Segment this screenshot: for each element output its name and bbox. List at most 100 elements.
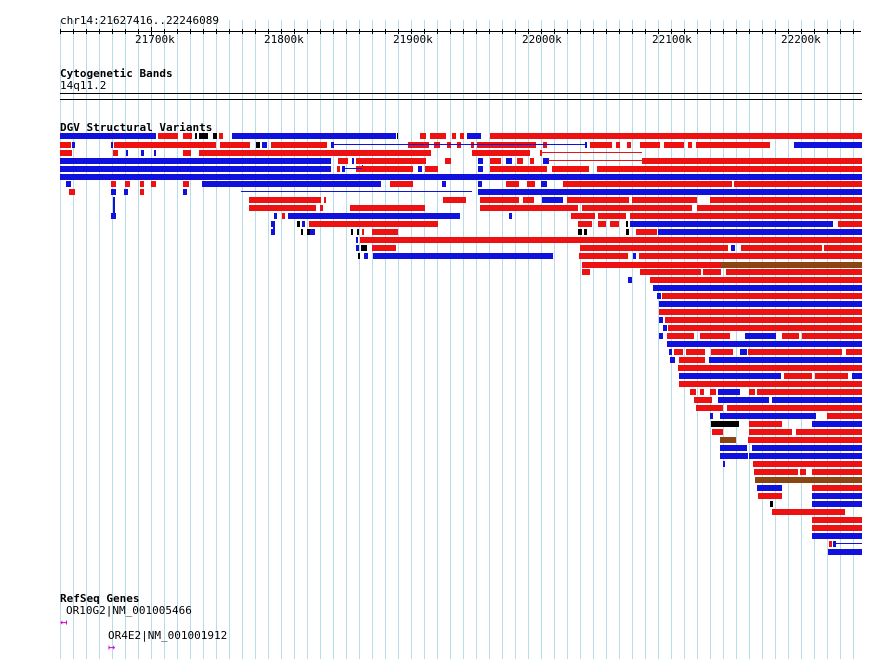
variant-marker[interactable]: [273, 221, 275, 235]
gene-label-or4e2[interactable]: OR4E2|NM_001001912: [108, 629, 228, 642]
structural-variant[interactable]: [674, 349, 683, 355]
structural-variant[interactable]: [232, 133, 396, 139]
structural-variant[interactable]: [543, 142, 547, 148]
structural-variant[interactable]: [527, 181, 535, 187]
structural-variant[interactable]: [408, 142, 429, 148]
structural-variant[interactable]: [60, 133, 156, 139]
structural-variant[interactable]: [452, 133, 456, 139]
structural-variant[interactable]: [852, 373, 862, 379]
structural-variant[interactable]: [748, 437, 862, 443]
structural-variant[interactable]: [262, 142, 267, 148]
structural-variant[interactable]: [812, 421, 862, 427]
structural-variant[interactable]: [662, 293, 862, 299]
structural-variant[interactable]: [563, 181, 732, 187]
structural-variant[interactable]: [158, 133, 178, 139]
structural-variant[interactable]: [360, 237, 862, 243]
structural-variant[interactable]: [679, 373, 781, 379]
structural-variant[interactable]: [718, 389, 740, 395]
structural-variant[interactable]: [720, 453, 748, 459]
structural-variant[interactable]: [358, 253, 360, 259]
structural-variant[interactable]: [628, 277, 632, 283]
structural-variant[interactable]: [824, 245, 862, 251]
structural-variant[interactable]: [627, 142, 631, 148]
structural-variant[interactable]: [686, 349, 705, 355]
structural-variant[interactable]: [256, 142, 260, 148]
gene-label-or10g2[interactable]: OR10G2|NM_001005466: [66, 604, 192, 617]
structural-variant[interactable]: [838, 221, 862, 227]
structural-variant[interactable]: [72, 142, 75, 148]
structural-variant[interactable]: [60, 174, 862, 180]
structural-variant[interactable]: [659, 333, 663, 339]
structural-variant[interactable]: [199, 150, 431, 156]
structural-variant[interactable]: [830, 413, 862, 419]
structural-variant[interactable]: [802, 333, 862, 339]
structural-variant[interactable]: [578, 229, 582, 235]
structural-variant[interactable]: [425, 166, 438, 172]
structural-variant[interactable]: [471, 142, 474, 148]
structural-variant[interactable]: [679, 381, 862, 387]
structural-variant[interactable]: [60, 150, 72, 156]
structural-variant[interactable]: [812, 469, 862, 475]
structural-variant[interactable]: [111, 142, 113, 148]
structural-variant[interactable]: [543, 158, 549, 164]
structural-variant[interactable]: [530, 158, 534, 164]
structural-variant[interactable]: [66, 181, 71, 187]
structural-variant[interactable]: [720, 445, 747, 451]
structural-variant[interactable]: [812, 485, 862, 491]
structural-variant[interactable]: [350, 205, 425, 211]
structural-variant[interactable]: [331, 142, 334, 148]
structural-variant[interactable]: [219, 133, 223, 139]
structural-variant[interactable]: [372, 245, 396, 251]
structural-variant[interactable]: [690, 389, 696, 395]
structural-variant[interactable]: [664, 142, 684, 148]
structural-variant[interactable]: [748, 349, 842, 355]
structural-variant[interactable]: [667, 333, 694, 339]
structural-variant[interactable]: [812, 525, 862, 531]
structural-variant[interactable]: [390, 181, 413, 187]
structural-variant[interactable]: [420, 133, 426, 139]
structural-variant[interactable]: [720, 413, 816, 419]
structural-variant[interactable]: [598, 221, 606, 227]
structural-variant[interactable]: [362, 229, 364, 235]
structural-variant[interactable]: [640, 142, 660, 148]
structural-variant[interactable]: [626, 229, 629, 235]
structural-variant[interactable]: [833, 541, 836, 547]
structural-variant[interactable]: [584, 229, 587, 235]
structural-variant[interactable]: [220, 142, 250, 148]
structural-variant[interactable]: [324, 197, 326, 203]
structural-variant[interactable]: [506, 181, 519, 187]
structural-variant[interactable]: [509, 213, 512, 219]
structural-variant[interactable]: [829, 541, 832, 547]
structural-variant[interactable]: [542, 197, 563, 203]
structural-variant[interactable]: [490, 133, 862, 139]
left-arrow-icon[interactable]: ↤: [60, 615, 68, 629]
structural-variant[interactable]: [213, 133, 217, 139]
structural-variant[interactable]: [571, 213, 595, 219]
structural-variant[interactable]: [632, 197, 697, 203]
structural-variant[interactable]: [372, 229, 398, 235]
structural-variant[interactable]: [472, 150, 530, 156]
structural-variant[interactable]: [579, 253, 628, 259]
structural-variant[interactable]: [356, 166, 413, 172]
structural-variant[interactable]: [490, 166, 547, 172]
structural-variant[interactable]: [580, 245, 728, 251]
structural-variant[interactable]: [337, 166, 340, 172]
structural-variant[interactable]: [490, 158, 501, 164]
structural-variant[interactable]: [749, 389, 755, 395]
structural-variant[interactable]: [352, 158, 354, 164]
structural-variant[interactable]: [271, 229, 273, 235]
structural-variant[interactable]: [111, 181, 116, 187]
structural-variant[interactable]: [141, 150, 144, 156]
refseq-track-title[interactable]: RefSeq Genes: [60, 592, 140, 605]
structural-variant[interactable]: [659, 317, 663, 323]
structural-variant[interactable]: [351, 229, 353, 235]
structural-variant[interactable]: [658, 229, 862, 235]
structural-variant[interactable]: [302, 221, 305, 227]
structural-variant[interactable]: [582, 269, 590, 275]
structural-variant[interactable]: [517, 158, 523, 164]
structural-variant[interactable]: [709, 357, 862, 363]
structural-variant[interactable]: [726, 269, 862, 275]
structural-variant[interactable]: [271, 142, 327, 148]
structural-variant[interactable]: [696, 142, 770, 148]
structural-variant[interactable]: [397, 133, 398, 139]
